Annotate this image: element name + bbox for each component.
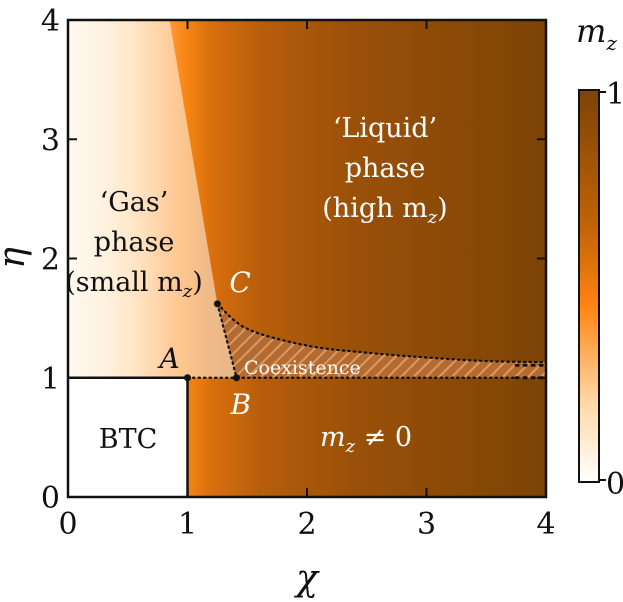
y-axis-label: η: [0, 247, 33, 269]
coexistence-upper-boundary: [216, 302, 546, 364]
gas-label-sub: z: [182, 281, 193, 302]
colorbar-title-m: m: [576, 12, 606, 50]
liquid-label-line2: phase: [345, 153, 426, 184]
y-tick-label: 4: [41, 4, 60, 39]
mz-nonzero-m: m: [320, 422, 346, 453]
point-b: [232, 374, 240, 382]
coexistence-label: Coexistence: [244, 357, 361, 379]
spinodal-line-cb: [216, 302, 238, 379]
point-c: [213, 300, 221, 308]
point-label-a: A: [157, 342, 180, 375]
x-ticks: 0 1 2 3 4: [58, 20, 556, 542]
y-tick-label: 1: [41, 362, 60, 397]
liquid-label-sub: z: [427, 207, 438, 228]
mz-nonzero-rest: ≠ 0: [355, 422, 412, 453]
x-tick-label: 3: [417, 507, 436, 542]
btc-label: BTC: [99, 424, 158, 455]
gas-label-line2: phase: [94, 227, 175, 258]
point-label-c: C: [229, 266, 250, 299]
special-points: A B C: [157, 266, 252, 421]
y-tick-label: 0: [41, 481, 60, 516]
coexistence-region: [217, 303, 546, 378]
liquid-label-part2: ): [437, 193, 448, 224]
x-tick-label: 1: [178, 507, 197, 542]
x-tick-label: 2: [297, 507, 316, 542]
x-tick-label: 0: [58, 507, 77, 542]
y-tick-label: 3: [41, 123, 60, 158]
gas-phase-region: [68, 20, 237, 378]
colorbar-title-sub: z: [605, 31, 617, 55]
colorbar-title: mz: [576, 12, 617, 55]
liquid-label-part1: (high m: [322, 193, 427, 224]
x-tick-label: 4: [536, 507, 555, 542]
gas-label-line1: ‘Gas’: [100, 187, 169, 218]
colorbar-min-label: 0: [606, 467, 623, 502]
colorbar: 1 0 mz: [576, 12, 623, 502]
plot-area: [68, 20, 546, 497]
point-label-b: B: [229, 388, 251, 421]
gas-label-part1: (small m: [65, 267, 183, 298]
x-axis-label: χ: [293, 558, 320, 599]
mz-nonzero-label: mz ≠ 0: [320, 422, 412, 457]
colorbar-bar: [578, 89, 600, 483]
point-a: [184, 374, 191, 382]
y-tick-label: 2: [41, 243, 60, 278]
y-ticks: 0 1 2 3 4: [41, 4, 546, 516]
liquid-phase-label: ‘Liquid’ phase (high mz): [322, 113, 447, 228]
btc-region: [68, 377, 188, 497]
gas-label-part2: ): [192, 267, 203, 298]
liquid-label-line3: (high mz): [322, 193, 447, 228]
gas-label-line3: (small mz): [65, 267, 203, 302]
gas-phase-label: ‘Gas’ phase (small mz): [65, 187, 203, 302]
liquid-label-line1: ‘Liquid’: [333, 113, 437, 144]
mz-nonzero-sub: z: [345, 436, 356, 457]
colorbar-max-label: 1: [606, 77, 623, 112]
